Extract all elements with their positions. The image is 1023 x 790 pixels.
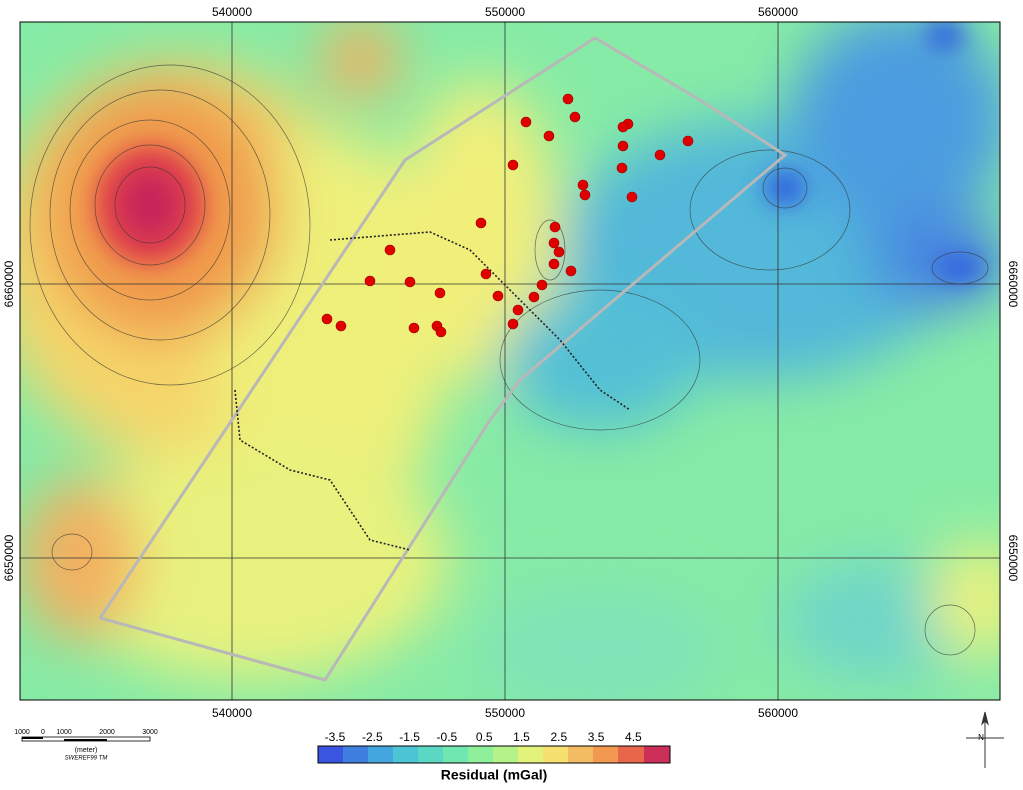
legend-label: 3.5 — [588, 730, 605, 744]
legend-label: -0.5 — [437, 730, 458, 744]
y-coordinate-label: 6650000 — [1006, 535, 1020, 582]
scale-label: 2000 — [99, 729, 115, 736]
north-label: N — [978, 733, 984, 742]
y-coordinate-label: 6660000 — [1006, 261, 1020, 308]
projection-label: SWEREF99 TM — [65, 756, 108, 762]
x-coordinate-label: 540000 — [212, 5, 252, 19]
x-coordinate-label: 550000 — [485, 706, 525, 720]
y-coordinate-label: 6660000 — [2, 260, 16, 307]
north-arrow — [966, 711, 1004, 768]
scale-label: 3000 — [142, 729, 158, 736]
scale-bar — [21, 736, 151, 742]
drill-holes — [321, 93, 694, 338]
residual-map — [20, 22, 1000, 700]
scale-unit: (meter) — [75, 747, 98, 754]
scale-label: 1000 — [56, 729, 72, 736]
legend-label: -2.5 — [362, 730, 383, 744]
legend-label: -1.5 — [399, 730, 420, 744]
x-coordinate-label: 560000 — [758, 706, 798, 720]
legend-label: 0.5 — [476, 730, 493, 744]
x-coordinate-label: 550000 — [485, 5, 525, 19]
scale-label: 0 — [41, 729, 45, 736]
road — [234, 231, 631, 551]
x-coordinate-label: 540000 — [212, 706, 252, 720]
legend-title: Residual (mGal) — [441, 767, 548, 783]
legend-label: 2.5 — [550, 730, 567, 744]
legend-label: 4.5 — [625, 730, 642, 744]
x-coordinate-label: 560000 — [758, 5, 798, 19]
legend-label: -3.5 — [325, 730, 346, 744]
y-coordinate-label: 6650000 — [2, 534, 16, 581]
map-frame — [19, 21, 1001, 701]
survey-outline — [98, 36, 788, 682]
color-bar — [317, 745, 671, 764]
scale-label: 1000 — [14, 729, 30, 736]
legend-label: 1.5 — [513, 730, 530, 744]
